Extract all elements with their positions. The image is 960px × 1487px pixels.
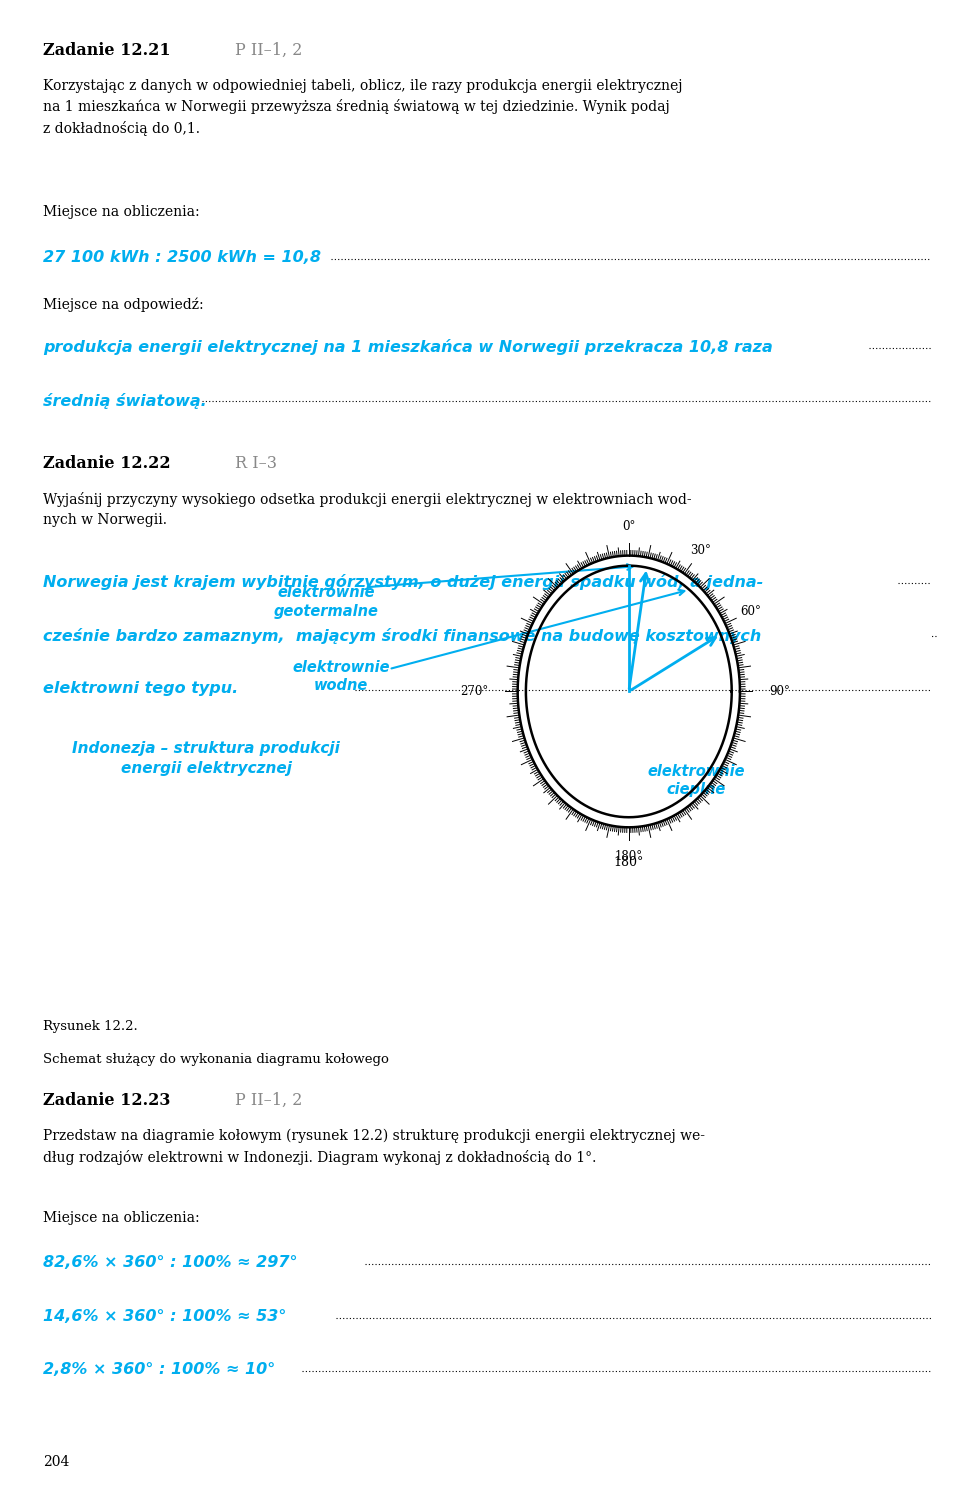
- Text: Schemat służący do wykonania diagramu kołowego: Schemat służący do wykonania diagramu ko…: [43, 1053, 389, 1066]
- Text: P II–1, 2: P II–1, 2: [235, 42, 302, 58]
- Text: elektrowni tego typu.: elektrowni tego typu.: [43, 681, 238, 696]
- Text: 2,8% × 360° : 100% ≈ 10°: 2,8% × 360° : 100% ≈ 10°: [43, 1362, 276, 1377]
- Text: Zadanie 12.21: Zadanie 12.21: [43, 42, 171, 58]
- Text: 27 100 kWh : 2500 kWh = 10,8: 27 100 kWh : 2500 kWh = 10,8: [43, 250, 322, 265]
- Text: 204: 204: [43, 1456, 69, 1469]
- Text: Miejsce na odpowiedź:: Miejsce na odpowiedź:: [43, 297, 204, 312]
- Text: Korzystając z danych w odpowiedniej tabeli, oblicz, ile razy produkcja energii e: Korzystając z danych w odpowiedniej tabe…: [43, 79, 683, 135]
- Text: 180°: 180°: [613, 857, 644, 868]
- Text: Przedstaw na diagramie kołowym (rysunek 12.2) strukturę produkcji energii elektr: Przedstaw na diagramie kołowym (rysunek …: [43, 1129, 706, 1164]
- Text: 30°: 30°: [690, 544, 711, 556]
- Text: Miejsce na obliczenia:: Miejsce na obliczenia:: [43, 1210, 200, 1225]
- Text: elektrownie
geotermalne: elektrownie geotermalne: [274, 586, 379, 619]
- Text: elektrownie
cieplne: elektrownie cieplne: [647, 764, 745, 797]
- Text: 82,6% × 360° : 100% ≈ 297°: 82,6% × 360° : 100% ≈ 297°: [43, 1255, 298, 1270]
- Text: cześnie bardzo zamaznym,  mającym środki finansowe na budowę kosztownych: cześnie bardzo zamaznym, mającym środki …: [43, 628, 761, 644]
- Text: Norwegia jest krajem wybitnie górzystym, o dużej energii spadku wód, a jedna-: Norwegia jest krajem wybitnie górzystym,…: [43, 574, 763, 590]
- Text: elektrownie
wodne: elektrownie wodne: [292, 660, 390, 693]
- Text: R I–3: R I–3: [235, 455, 277, 471]
- Text: Miejsce na obliczenia:: Miejsce na obliczenia:: [43, 205, 200, 219]
- Text: 90°: 90°: [769, 686, 790, 697]
- Text: produkcja energii elektrycznej na 1 mieszkańca w Norwegii przekracza 10,8 raza: produkcja energii elektrycznej na 1 mies…: [43, 339, 773, 355]
- Text: Zadanie 12.22: Zadanie 12.22: [43, 455, 171, 471]
- Text: Rysunek 12.2.: Rysunek 12.2.: [43, 1020, 138, 1033]
- Text: 0°: 0°: [622, 520, 636, 534]
- Text: 270°: 270°: [461, 686, 489, 697]
- Text: 180°: 180°: [614, 849, 643, 862]
- Text: P II–1, 2: P II–1, 2: [235, 1091, 302, 1109]
- Text: średnią światową.: średnią światową.: [43, 393, 207, 409]
- Text: 60°: 60°: [741, 605, 761, 617]
- Text: Indonezja – struktura produkcji
energii elektrycznej: Indonezja – struktura produkcji energii …: [72, 741, 341, 776]
- Text: Zadanie 12.23: Zadanie 12.23: [43, 1091, 171, 1109]
- Text: Wyjaśnij przyczyny wysokiego odsetka produkcji energii elektrycznej w elektrowni: Wyjaśnij przyczyny wysokiego odsetka pro…: [43, 492, 692, 528]
- Text: 14,6% × 360° : 100% ≈ 53°: 14,6% × 360° : 100% ≈ 53°: [43, 1309, 287, 1323]
